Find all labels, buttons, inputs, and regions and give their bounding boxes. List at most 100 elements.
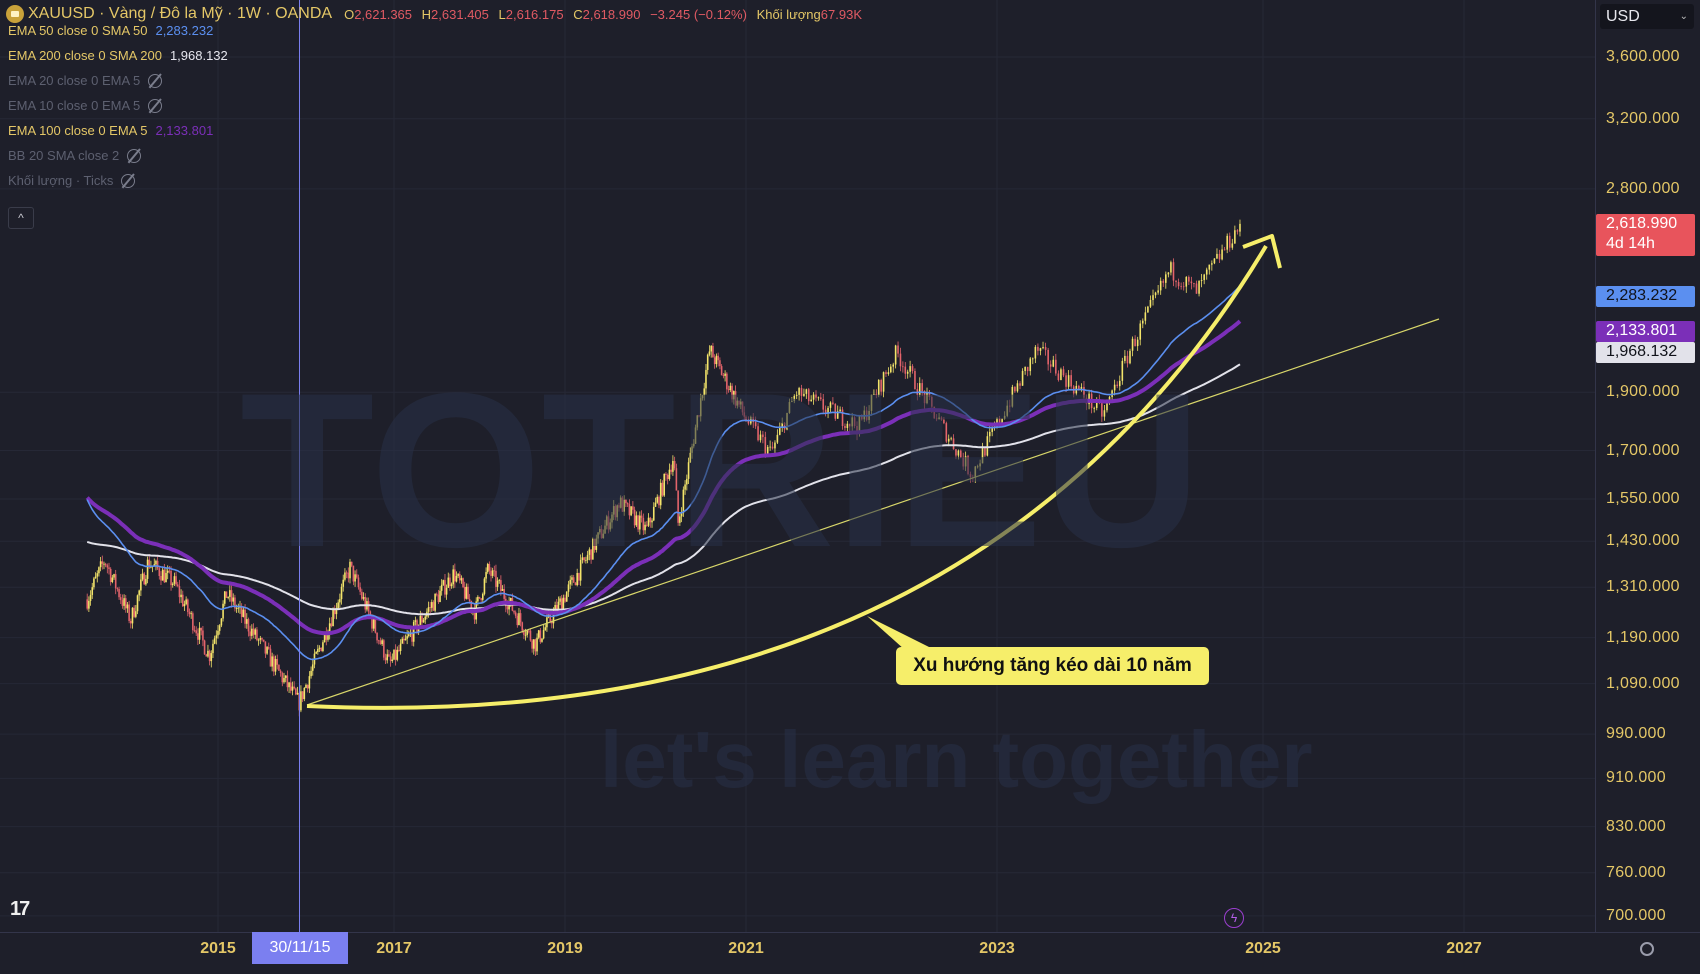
legend-item[interactable]: BB 20 SMA close 2 [8,148,142,163]
candle [812,394,815,400]
candle [257,639,260,641]
candle [291,686,294,691]
legend-item[interactable]: EMA 20 close 0 EMA 5 [8,73,163,88]
candle [569,579,572,585]
legend-item[interactable]: Khối lượng · Ticks [8,173,136,188]
candle [192,613,194,631]
candle [877,379,880,396]
eye-hidden-icon[interactable] [148,73,163,88]
candle [612,506,615,515]
candle [315,652,317,654]
candle [1055,359,1057,374]
uptrend-curve[interactable] [306,244,1268,710]
candle [185,599,187,605]
candle [271,656,273,667]
lightning-icon[interactable]: ϟ [1224,908,1244,928]
candle [1093,407,1095,409]
candle [357,577,360,588]
candle [832,402,834,404]
candle [581,557,584,560]
candle [600,528,603,539]
annotation-callout[interactable]: Xu hướng tăng kéo dài 10 năm [896,647,1209,685]
gold-symbol-icon [6,5,24,23]
candle [261,638,263,640]
candle [133,607,135,617]
candle [904,366,907,374]
candle [103,563,105,565]
candle [333,609,336,615]
candle [778,427,781,435]
candle [822,399,825,410]
candle [328,623,331,635]
candle [274,659,277,672]
candle [183,604,186,607]
candle [918,383,921,396]
ohlc-value: 2,616.175 [505,6,564,22]
trend-line[interactable] [306,318,1440,706]
candle [269,648,272,667]
eye-hidden-icon[interactable] [121,173,136,188]
price-chart[interactable] [0,0,1595,932]
eye-hidden-icon[interactable] [148,98,163,113]
currency-dropdown[interactable]: USD ⌄ [1600,4,1694,29]
candle [817,397,820,399]
candle [769,446,771,448]
legend-item[interactable]: EMA 10 close 0 EMA 5 [8,98,163,113]
candle [136,595,139,612]
price-tick: 700.000 [1606,906,1666,924]
legend-label: BB 20 SMA close 2 [8,148,120,163]
eye-hidden-icon[interactable] [127,148,142,163]
candle [130,620,132,624]
candle [1141,320,1144,324]
candle [1149,299,1152,307]
candle [786,412,788,430]
candle [437,594,440,603]
tradingview-logo[interactable]: 17 [10,898,30,920]
candle [118,589,120,598]
candle [597,532,599,539]
candle [762,434,764,438]
legend-item[interactable]: EMA 200 close 0 SMA 200 1,968.132 [8,48,228,63]
candle [1037,346,1039,351]
candle [519,613,522,623]
price-tick: 910.000 [1606,769,1666,787]
candle [1016,383,1019,392]
legend-item[interactable]: EMA 100 close 0 EMA 5 2,133.801 [8,123,213,138]
collapse-legend-button[interactable]: ^ [8,207,34,229]
candle [729,385,732,391]
candle [208,650,211,662]
candle [663,473,666,496]
candle [176,584,179,587]
candle [247,619,250,632]
candle [513,610,515,613]
candle [764,437,767,454]
candle [444,580,446,595]
candle [637,515,639,530]
candle [952,438,955,450]
candle [1159,280,1162,291]
candle [320,647,323,652]
candle [1116,384,1119,387]
candle [488,563,491,571]
candle [506,606,509,610]
symbol-header[interactable]: XAUUSD · Vàng / Đô la Mỹ · 1W · OANDA O2… [6,5,868,23]
candle [694,427,697,444]
candle [698,415,700,417]
time-tick: 2025 [1245,940,1281,957]
candle [976,466,979,468]
candle [109,568,112,583]
candle [836,411,839,419]
legend-item[interactable]: EMA 50 close 0 SMA 50 2,283.232 [8,23,213,38]
price-axis[interactable] [1595,0,1700,932]
candle [431,602,433,608]
candle [659,482,662,506]
candle [1008,405,1011,407]
candle [1029,358,1032,372]
candle [286,675,289,688]
price-tick: 2,800.000 [1606,179,1680,197]
candle [839,409,841,412]
settings-icon[interactable] [1640,942,1654,956]
candle [190,613,192,615]
candle [369,611,372,617]
candle [590,549,592,560]
